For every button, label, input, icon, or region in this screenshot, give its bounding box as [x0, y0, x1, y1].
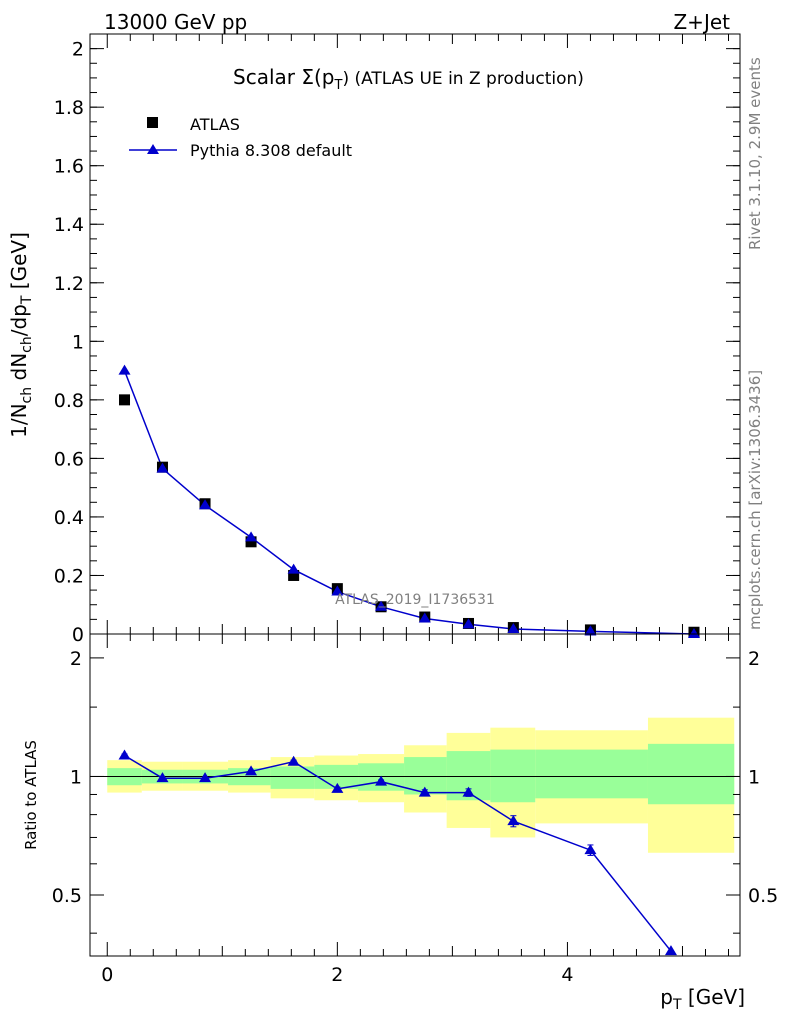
pythia-ratio-point — [584, 844, 597, 855]
uncertainty-band-green — [647, 743, 735, 805]
ratio-plot-frame — [89, 633, 741, 957]
pythia-ratio-line — [124, 754, 672, 952]
rivet-version-text: Rivet 3.1.10, 2.9M events — [746, 57, 764, 250]
main-y-tick-label: 2 — [72, 39, 84, 61]
title-sigma: Σ(p — [301, 65, 334, 89]
legend-pythia-marker — [147, 144, 159, 154]
ratio-plot-panel: 0.5 0.5 1 1 2 2 0 2 4 Ratio to ATLAS pT [GeV] — [22, 633, 778, 1013]
main-y-tick-label: 1.2 — [54, 273, 84, 295]
ratio-y-axis-label: Ratio to ATLAS — [22, 740, 40, 850]
title-sub: T — [333, 78, 342, 93]
energy-label: 13000 GeV pp — [104, 10, 247, 34]
main-plot-frame — [89, 33, 741, 635]
atlas-data-point — [288, 569, 300, 581]
main-y-tick-label: 0.4 — [54, 507, 84, 529]
pythia-ratio-point — [664, 945, 677, 956]
pythia-ratio-point — [199, 772, 212, 783]
pythia-ratio-point — [375, 775, 388, 786]
pythia-data-point — [245, 531, 258, 542]
x-tick-label: 4 — [561, 964, 573, 986]
title-rest: ) (ATLAS UE in Z production) — [342, 69, 584, 89]
main-y-tick-label: 0.6 — [54, 448, 84, 470]
title-main: Scalar — [233, 65, 301, 89]
main-plot-panel: 0 0.2 0.4 0.6 0.8 1 1.2 1.4 1.6 1.8 2 Scalar Σ(pT)… — [7, 33, 741, 646]
pythia-data-point — [375, 600, 388, 611]
pythia-data-point — [418, 612, 431, 623]
x-axis-label: pT [GeV] — [660, 985, 745, 1013]
pythia-data-point — [584, 625, 597, 636]
pythia-data-point — [287, 563, 300, 574]
uncertainty-band-green — [270, 766, 315, 789]
plot-title: Scalar Σ(pT) (ATLAS UE in Z production) — [233, 65, 584, 93]
pythia-data-point — [156, 462, 169, 473]
pythia-main-line — [123, 370, 695, 635]
pythia-data-point — [199, 499, 212, 510]
process-label: Z+Jet — [673, 10, 730, 34]
ratio-y-tick-label-right: 1 — [748, 766, 760, 788]
pythia-data-point — [507, 623, 520, 634]
pythia-ratio-point — [287, 755, 300, 766]
pythia-data-point — [687, 628, 700, 638]
pythia-ratio-point — [245, 765, 258, 776]
main-y-tick-label: 0 — [72, 624, 84, 646]
main-y-tick-label: 1.8 — [54, 97, 84, 119]
pythia-ratio-point — [118, 749, 131, 760]
ratio-y-tick-label: 0.5 — [52, 885, 82, 907]
main-y-tick-label: 0.2 — [54, 565, 84, 587]
mcplots-text: mcplots.cern.ch [arXiv:1306.3436] — [746, 370, 764, 630]
pythia-ratio-point — [418, 786, 431, 797]
ratio-y-tick-label-right: 0.5 — [748, 885, 778, 907]
ratio-y-tick-label: 2 — [70, 648, 82, 670]
uncertainty-band-green — [535, 749, 648, 799]
legend-atlas-marker — [147, 117, 158, 128]
analysis-watermark: ATLAS_2019_I1736531 — [335, 592, 495, 608]
main-y-tick-label: 1 — [72, 331, 84, 353]
x-tick-label: 2 — [331, 964, 343, 986]
ratio-y-tick-label-right: 2 — [748, 648, 760, 670]
main-y-tick-label: 1.6 — [54, 156, 84, 178]
pythia-ratio-point — [156, 772, 169, 783]
pythia-ratio-point — [507, 815, 520, 826]
main-y-tick-label: 1.4 — [54, 214, 84, 236]
pythia-ratio-point — [462, 786, 475, 797]
legend-atlas-label: ATLAS — [190, 115, 240, 134]
atlas-data-point — [119, 394, 131, 406]
main-y-axis-label: 1/Nch dNch/dpT [GeV] — [7, 232, 35, 438]
pythia-data-point — [331, 585, 344, 596]
pythia-data-point — [118, 364, 131, 375]
legend: ATLAS Pythia 8.308 default — [129, 115, 352, 160]
pythia-data-point — [462, 618, 475, 629]
pythia-ratio-point — [331, 782, 344, 793]
uncertainty-band-green — [490, 749, 536, 803]
x-tick-label: 0 — [101, 964, 113, 986]
main-y-tick-label: 0.8 — [54, 390, 84, 412]
ratio-y-tick-label: 1 — [70, 766, 82, 788]
legend-pythia-label: Pythia 8.308 default — [190, 141, 352, 160]
atlas-data-point — [245, 536, 257, 548]
